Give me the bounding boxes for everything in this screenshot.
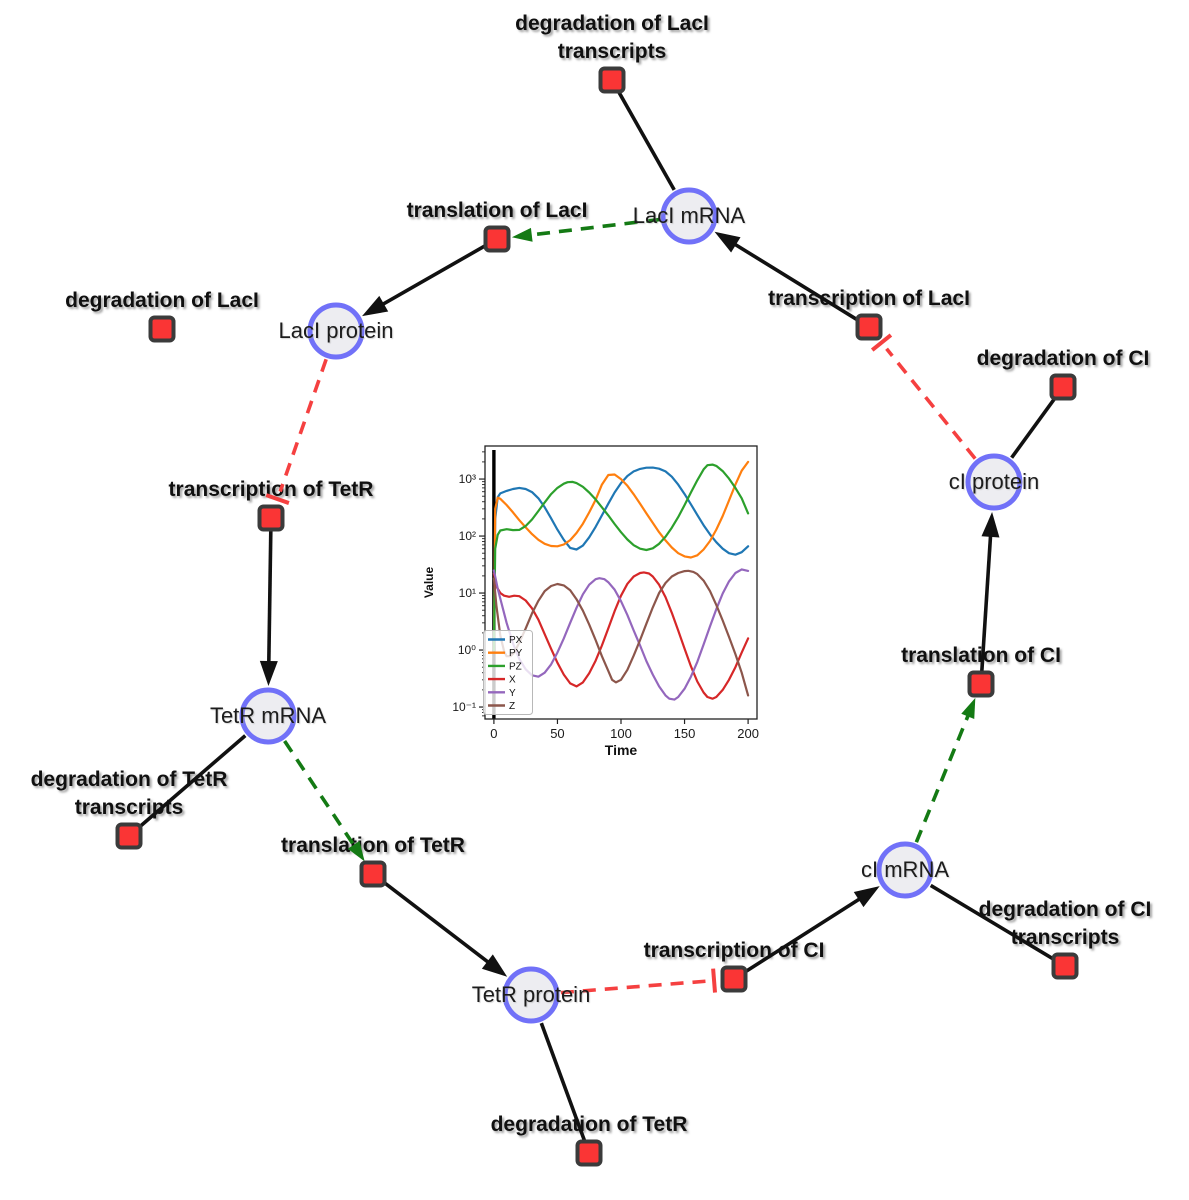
- chart-legend-box: [483, 630, 533, 715]
- edge-tetr_mrna-to-translation_tetr: [283, 739, 365, 862]
- y-tick-label: 10¹: [459, 586, 476, 600]
- reaction-label-line: transcripts: [1010, 926, 1120, 949]
- edge-transcription_laci-to-laci_mrna: [714, 231, 859, 322]
- legend-entry-label: Y: [509, 688, 516, 699]
- reaction-label-translation-ci: translation of CI: [901, 642, 1061, 670]
- species-node-ci-protein[interactable]: [965, 453, 1023, 511]
- reaction-label-line: degradation of CI: [976, 347, 1150, 370]
- species-label-ci-protein: cI protein: [948, 469, 1040, 494]
- reaction-label-deg-ci: degradation of CI: [977, 345, 1150, 373]
- species-node-laci-protein[interactable]: [307, 302, 365, 360]
- x-tick-label: 100: [610, 726, 632, 741]
- species-label-laci-protein: LacI protein: [278, 318, 394, 343]
- reaction-label-line: degradation of TetR: [30, 768, 228, 791]
- species-node-ci-mrna[interactable]: [876, 841, 934, 899]
- reaction-label-line: translation of LacI: [406, 199, 588, 222]
- reaction-node-transcription-tetr[interactable]: [257, 504, 285, 532]
- legend-entry-label: PY: [509, 648, 523, 659]
- legend-entry-label: Z: [509, 701, 515, 712]
- reaction-label-line: translation of TetR: [281, 834, 465, 857]
- y-tick-label: 10²: [459, 529, 476, 543]
- species-label-tetr-protein: TetR protein: [471, 982, 591, 1007]
- x-tick-label: 0: [490, 726, 497, 741]
- reaction-node-translation-ci[interactable]: [967, 670, 995, 698]
- legend-entry-label: X: [509, 675, 516, 686]
- reaction-label-line: degradation of TetR: [490, 1113, 688, 1136]
- chart-series-PX: [492, 466, 750, 652]
- y-tick-label: 10⁰: [458, 643, 476, 657]
- reaction-node-translation-tetr[interactable]: [359, 860, 387, 888]
- chart-series-X: [492, 571, 750, 700]
- reaction-label-deg-laci: degradation of LacI: [65, 287, 259, 315]
- x-tick-label: 50: [550, 726, 564, 741]
- edge-tetr_protein-to-deg_tetr: [539, 1022, 587, 1142]
- reaction-label-transcription-ci: transcription of CI: [644, 937, 825, 965]
- reaction-node-deg-laci-transcripts[interactable]: [598, 66, 626, 94]
- legend-entry-label: PZ: [509, 661, 522, 672]
- reaction-label-translation-laci: translation of LacI: [407, 197, 588, 225]
- reaction-node-deg-ci[interactable]: [1049, 373, 1077, 401]
- edge-transcription_ci-to-ci_mrna: [743, 886, 880, 974]
- reaction-label-transcription-laci: transcription of LacI: [768, 285, 970, 313]
- edge-laci_protein-to-transcription_tetr: [265, 358, 328, 505]
- species-label-laci-mrna: LacI mRNA: [632, 203, 746, 228]
- reaction-node-translation-laci[interactable]: [483, 225, 511, 253]
- reaction-label-transcription-tetr: transcription of TetR: [169, 476, 374, 504]
- reaction-node-transcription-laci[interactable]: [855, 313, 883, 341]
- edge-laci_mrna-to-deg_laci_transcripts: [616, 90, 676, 191]
- inset-chart: 0 50 100 150 200 10³ 10² 10¹ 10⁰ 10⁻¹ Time Value PX P…: [422, 445, 759, 758]
- chart-ylabel: Value: [422, 567, 436, 599]
- reaction-label-line: degradation of LacI: [515, 12, 709, 35]
- reaction-label-line: translation of CI: [901, 644, 1061, 667]
- reaction-label-line: transcription of TetR: [168, 478, 374, 501]
- species-node-laci-mrna[interactable]: [660, 187, 718, 245]
- edge-ci_protein-to-transcription_laci: [870, 333, 977, 460]
- edge-translation_laci-to-laci_protein: [362, 243, 487, 317]
- edge-transcription_tetr-to-tetr_mrna: [259, 530, 278, 687]
- species-label-ci-mrna: cI mRNA: [861, 857, 949, 882]
- reaction-label-line: degradation of CI: [978, 898, 1152, 921]
- reaction-node-deg-ci-transcripts[interactable]: [1051, 952, 1079, 980]
- reaction-label-deg-laci-transcripts: degradation of LacI transcripts: [515, 10, 709, 66]
- reaction-label-line: transcription of CI: [643, 939, 825, 962]
- reaction-label-deg-tetr: degradation of TetR: [491, 1111, 688, 1139]
- reaction-label-line: transcription of LacI: [768, 287, 970, 310]
- x-tick-label: 150: [674, 726, 696, 741]
- reaction-node-deg-tetr-transcripts[interactable]: [115, 822, 143, 850]
- reaction-node-deg-laci[interactable]: [148, 315, 176, 343]
- reaction-label-deg-ci-transcripts: degradation of CI transcripts: [979, 896, 1152, 952]
- chart-series-PY: [492, 460, 750, 652]
- y-tick-label: 10⁻¹: [452, 700, 476, 714]
- reaction-node-transcription-ci[interactable]: [720, 965, 748, 993]
- y-tick-label: 10³: [459, 472, 476, 486]
- edge-laci_mrna-to-translation_laci: [511, 217, 660, 242]
- legend-entry-label: PX: [509, 635, 523, 646]
- chart-series-PZ: [492, 463, 750, 652]
- reaction-label-line: transcripts: [557, 40, 667, 63]
- reaction-label-line: degradation of LacI: [65, 289, 259, 312]
- reaction-node-deg-tetr[interactable]: [575, 1139, 603, 1167]
- edge-tetr_protein-to-transcription_ci: [560, 968, 717, 995]
- species-label-tetr-mrna: TetR mRNA: [209, 703, 327, 728]
- x-tick-label: 200: [737, 726, 759, 741]
- chart-xlabel: Time: [605, 742, 638, 758]
- reaction-label-translation-tetr: translation of TetR: [281, 832, 465, 860]
- edge-ci_mrna-to-translation_ci: [914, 697, 976, 843]
- species-node-tetr-protein[interactable]: [502, 966, 560, 1024]
- edge-translation_tetr-to-tetr_protein: [382, 880, 508, 977]
- species-node-tetr-mrna[interactable]: [239, 687, 297, 745]
- edge-tetr_mrna-to-deg_tetr_transcripts: [137, 734, 247, 829]
- edge-ci_protein-to-deg_ci: [1010, 396, 1057, 459]
- edge-translation_ci-to-ci_protein: [980, 511, 1000, 672]
- chart-series-Y: [492, 568, 750, 701]
- edge-ci_mrna-to-deg_ci_transcripts: [929, 883, 1055, 961]
